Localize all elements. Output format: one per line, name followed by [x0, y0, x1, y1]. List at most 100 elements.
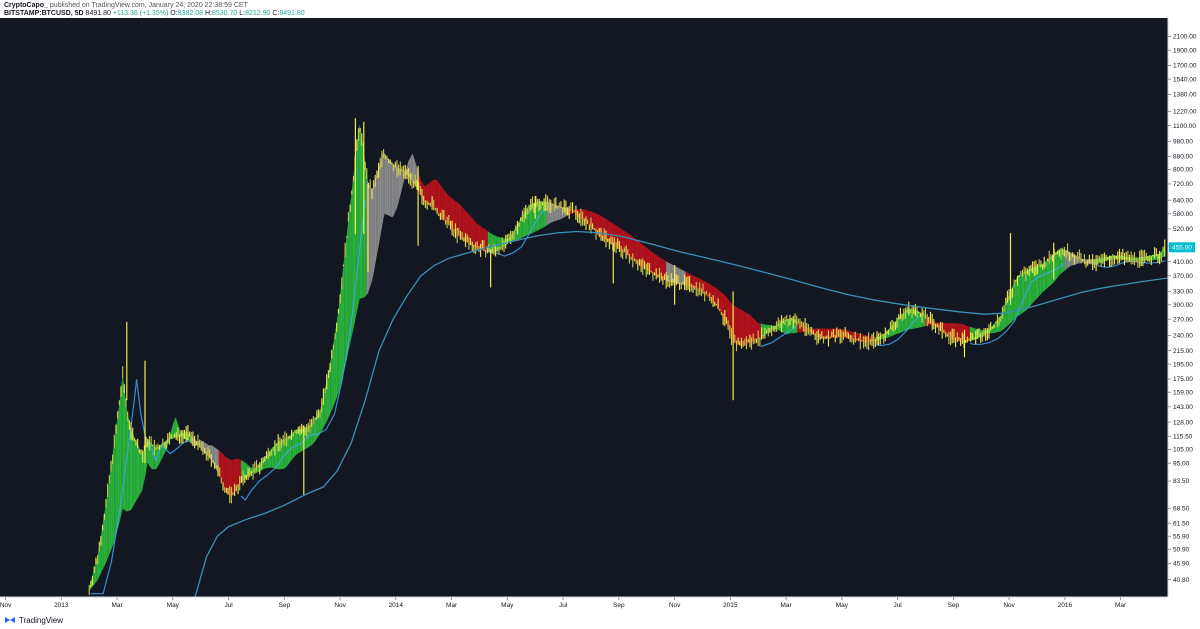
publish-line: CryptoCapo_ published on TradingView.com… — [4, 2, 305, 10]
high-label: H: — [204, 10, 212, 17]
ma-ribbon-segment — [735, 306, 738, 345]
ma-ribbon-segment — [161, 442, 164, 460]
ma-ribbon-segment — [1062, 249, 1064, 273]
ma-ribbon-segment — [479, 225, 481, 250]
ma-ribbon-segment — [461, 206, 463, 240]
ma-ribbon-segment — [139, 448, 141, 496]
ma-ribbon-segment — [150, 442, 152, 470]
ma-ribbon-segment — [468, 213, 470, 245]
ma-ribbon-segment — [380, 156, 382, 236]
ma-ribbon-segment — [609, 221, 611, 244]
ma-ribbon-segment — [235, 458, 237, 491]
ma-ribbon-segment — [138, 444, 140, 498]
ma-ribbon-segment — [740, 309, 742, 346]
ma-ribbon-segment — [692, 275, 695, 289]
ma-ribbon-segment — [473, 220, 476, 248]
x-tick-label: Jul — [224, 602, 233, 609]
last-price-tag — [1169, 242, 1195, 253]
ma-ribbon-segment — [211, 445, 214, 464]
symbol-name[interactable]: BITSTAMP:BTCUSD, 5D — [4, 10, 84, 17]
ma-ribbon-segment — [960, 323, 962, 342]
ma-ribbon-segment — [783, 320, 785, 334]
y-tick-label: 2100.00 — [1173, 34, 1197, 41]
ma-ribbon-segment — [289, 433, 292, 463]
chart-header: CryptoCapo_ published on TradingView.com… — [4, 2, 305, 18]
ma-ribbon-segment — [734, 306, 736, 344]
close-value: 8491.80 — [279, 10, 305, 17]
footer: TradingView — [4, 615, 63, 625]
ma-ribbon-segment — [178, 425, 180, 438]
ma-ribbon-segment — [390, 161, 392, 217]
ma-ribbon-segment — [588, 210, 590, 227]
ma-ribbon-segment — [455, 201, 458, 236]
x-tick-label: 2013 — [54, 602, 69, 609]
ma-ribbon-segment — [437, 181, 439, 216]
x-tick-label: Nov — [1003, 602, 1015, 609]
y-tick-label: 1700.00 — [1173, 63, 1197, 70]
ma-ribbon-segment — [1039, 264, 1042, 296]
ma-ribbon-segment — [118, 398, 120, 526]
tradingview-logo-icon[interactable] — [4, 615, 16, 625]
ma-ribbon-segment — [376, 171, 378, 259]
ma-ribbon-segment — [114, 430, 116, 543]
ma-ribbon-segment — [462, 207, 465, 241]
last-price-label: 455.00 — [1172, 245, 1192, 252]
y-tick-label: 1100.00 — [1173, 123, 1196, 130]
ma-ribbon-segment — [132, 432, 134, 508]
ma-ribbon-segment — [337, 308, 339, 397]
ma-ribbon-segment — [370, 187, 373, 285]
ma-ribbon-segment — [1016, 276, 1018, 318]
ma-ribbon-segment — [536, 201, 538, 231]
ma-ribbon-segment — [439, 183, 441, 218]
ma-ribbon-segment — [706, 282, 708, 298]
ma-ribbon-segment — [361, 133, 363, 299]
ma-ribbon-segment — [557, 205, 559, 221]
ma-ribbon-segment — [992, 324, 994, 334]
ma-ribbon-segment — [400, 168, 402, 197]
ma-ribbon-segment — [650, 251, 653, 274]
ma-ribbon-segment — [373, 181, 375, 275]
y-tick-label: 55.90 — [1173, 534, 1190, 541]
x-tick-label: May — [836, 602, 849, 609]
ma-ribbon-segment — [460, 204, 462, 239]
ma-ribbon-segment — [388, 159, 391, 217]
y-tick-label: 300.00 — [1173, 302, 1193, 309]
ma-ribbon-segment — [656, 255, 658, 278]
ma-ribbon-segment — [855, 332, 858, 342]
ma-ribbon-segment — [110, 462, 112, 553]
ma-ribbon-segment — [124, 385, 126, 511]
ma-ribbon-segment — [351, 182, 353, 339]
ma-ribbon-segment — [135, 438, 137, 503]
ma-ribbon-segment — [446, 192, 448, 224]
ma-ribbon-segment — [225, 457, 228, 494]
y-tick-label: 95.00 — [1173, 460, 1190, 467]
ma-ribbon-segment — [97, 547, 99, 581]
author-name[interactable]: CryptoCapo_ — [4, 2, 48, 9]
ma-ribbon-segment — [282, 439, 285, 469]
ma-ribbon-segment — [490, 233, 492, 254]
ma-ribbon-segment — [122, 373, 124, 510]
ma-ribbon-segment — [514, 227, 516, 242]
footer-brand[interactable]: TradingView — [19, 615, 64, 625]
ma-ribbon-segment — [387, 157, 389, 216]
ma-ribbon-segment — [391, 162, 394, 217]
ma-ribbon-segment — [1013, 282, 1015, 321]
ma-ribbon-segment — [133, 435, 136, 506]
ma-ribbon-segment — [398, 168, 400, 203]
ma-ribbon-segment — [356, 135, 359, 313]
ma-ribbon-segment — [397, 167, 399, 208]
ma-ribbon-segment — [621, 229, 623, 253]
ma-ribbon-segment — [1046, 259, 1049, 289]
x-tick-label: May — [501, 602, 514, 609]
ma-ribbon-segment — [542, 201, 544, 229]
ma-ribbon-segment — [781, 320, 784, 333]
ma-ribbon-segment — [696, 277, 699, 291]
chart-plot-area[interactable] — [0, 18, 1168, 597]
ma-ribbon-segment — [108, 472, 111, 556]
ma-ribbon-segment — [478, 224, 480, 250]
ma-ribbon-segment — [349, 195, 352, 346]
x-tick-label: 2014 — [389, 602, 404, 609]
ma-ribbon-segment — [119, 386, 122, 521]
y-tick-label: 800.00 — [1173, 167, 1193, 174]
